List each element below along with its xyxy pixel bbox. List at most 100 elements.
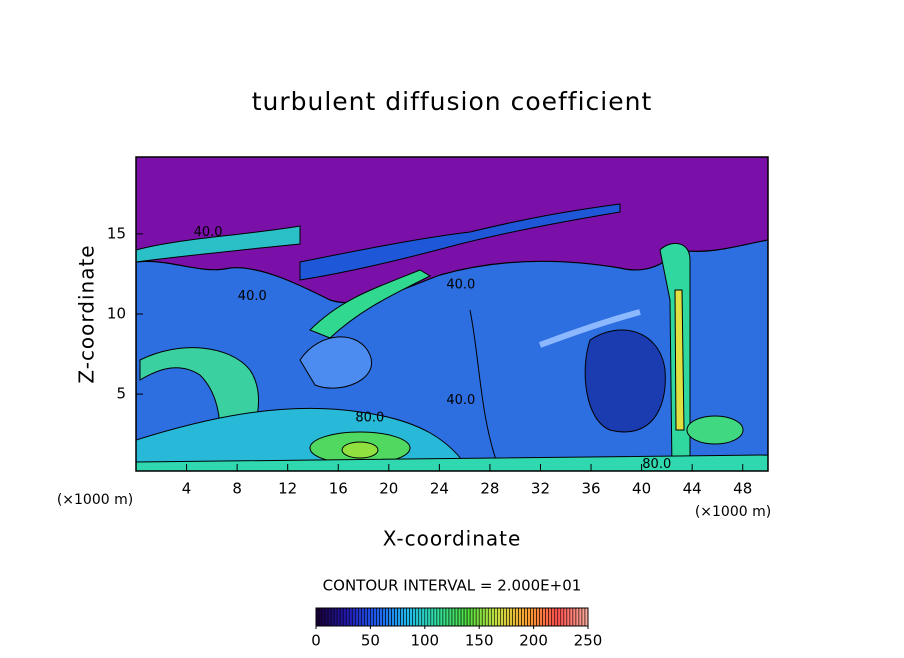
colorbar-stripe bbox=[566, 607, 571, 627]
colorbar-tick-label: 50 bbox=[361, 632, 380, 650]
colorbar-stripe bbox=[518, 607, 522, 627]
colorbar-stripe bbox=[336, 607, 341, 627]
colorbar-stripe bbox=[361, 607, 365, 627]
colorbar-stripe bbox=[551, 607, 556, 627]
colorbar-stripe bbox=[490, 607, 495, 627]
colorbar-tick-label: 200 bbox=[519, 632, 548, 650]
colorbar-stripe bbox=[324, 607, 329, 627]
colorbar-stripe bbox=[370, 607, 374, 627]
x-tick-label: 40 bbox=[632, 480, 651, 498]
colorbar-stripe bbox=[536, 607, 540, 627]
colorbar-stripe bbox=[500, 607, 504, 627]
colorbar-stripe bbox=[354, 607, 359, 627]
colorbar-stripe bbox=[512, 607, 516, 627]
colorbar-stripe bbox=[466, 607, 471, 627]
colorbar-stripe bbox=[333, 607, 338, 627]
colorbar-stripe bbox=[345, 607, 350, 627]
x-tick-label: 20 bbox=[379, 480, 398, 498]
y-tick-label: 5 bbox=[116, 385, 126, 403]
colorbar-stripe bbox=[487, 607, 492, 627]
colorbar-stripe bbox=[563, 607, 568, 627]
colorbar-stripe bbox=[451, 607, 456, 627]
colorbar-stripe bbox=[554, 607, 559, 627]
colorbar-frame bbox=[315, 607, 589, 627]
colorbar-stripe bbox=[460, 607, 465, 627]
colorbar-stripe bbox=[348, 607, 353, 627]
colorbar-stripe bbox=[330, 607, 335, 627]
contour-label: 80.0 bbox=[355, 411, 384, 426]
colorbar-stripe bbox=[463, 607, 468, 627]
colorbar-stripe bbox=[339, 607, 344, 627]
colorbar-stripe bbox=[427, 607, 432, 627]
colorbar-stripe bbox=[385, 607, 389, 627]
field bbox=[136, 157, 768, 471]
colorbar-stripe bbox=[575, 607, 580, 627]
colorbar-stripe bbox=[397, 607, 401, 627]
colorbar-stripe bbox=[445, 607, 450, 627]
colorbar-stripe bbox=[415, 607, 420, 627]
colorbar-stripe bbox=[454, 607, 459, 627]
x-tick-label: 48 bbox=[733, 480, 752, 498]
colorbar-stripe bbox=[373, 607, 377, 627]
colorbar-stripe bbox=[548, 607, 553, 627]
colorbar-stripe bbox=[530, 607, 534, 627]
contour-label: 40.0 bbox=[194, 225, 223, 240]
colorbar-stripe bbox=[524, 607, 528, 627]
colorbar-stripe bbox=[351, 607, 356, 627]
colorbar-stripe bbox=[318, 607, 323, 627]
colorbar-tick-label: 0 bbox=[311, 632, 321, 650]
colorbar-stripe bbox=[560, 607, 565, 627]
colorbar-stripe bbox=[418, 607, 423, 627]
colorbar-stripe bbox=[497, 607, 501, 627]
colorbar-stripe bbox=[542, 607, 546, 627]
colorbar-stripe bbox=[442, 607, 447, 627]
colorbar-stripe bbox=[321, 607, 326, 627]
colorbar-stripe bbox=[578, 607, 583, 627]
colorbar-stripe bbox=[388, 607, 392, 627]
y-axis-label: Z-coordinate bbox=[75, 244, 99, 383]
chart-title: turbulent diffusion coefficient bbox=[252, 87, 653, 116]
colorbar-tick-label: 100 bbox=[410, 632, 439, 650]
x-tick-label: 28 bbox=[480, 480, 499, 498]
colorbar-stripe bbox=[484, 607, 489, 627]
colorbar-stripe bbox=[342, 607, 347, 627]
colorbar-stripe bbox=[421, 607, 426, 627]
contour-label: 40.0 bbox=[446, 393, 475, 408]
y-tick-label: 10 bbox=[107, 305, 126, 323]
colorbar-stripe bbox=[506, 607, 510, 627]
colorbar-stripe bbox=[521, 607, 525, 627]
colorbar-tick-label: 250 bbox=[574, 632, 603, 650]
x-tick-label: 4 bbox=[182, 480, 192, 498]
colorbar-stripe bbox=[472, 607, 477, 627]
x-tick-label: 36 bbox=[581, 480, 600, 498]
colorbar-stripe bbox=[403, 607, 407, 627]
x-unit-label: (×1000 m) bbox=[57, 492, 133, 508]
x-tick-label: 12 bbox=[278, 480, 297, 498]
contour-label: 80.0 bbox=[642, 457, 671, 472]
colorbar-stripe bbox=[412, 607, 417, 627]
colorbar-stripe bbox=[327, 607, 332, 627]
colorbar-stripe bbox=[545, 607, 550, 627]
colorbar-stripe bbox=[557, 607, 562, 627]
colorbar-stripe bbox=[382, 607, 386, 627]
contour-label: 40.0 bbox=[238, 289, 267, 304]
colorbar-stripe bbox=[424, 607, 429, 627]
colorbar-stripe bbox=[364, 607, 368, 627]
colorbar-stripe bbox=[394, 607, 398, 627]
colorbar-stripe bbox=[494, 607, 498, 627]
colorbar-stripe bbox=[515, 607, 519, 627]
colorbar-stripe bbox=[430, 607, 435, 627]
x-tick-label: 16 bbox=[329, 480, 348, 498]
colorbar-stripe bbox=[527, 607, 531, 627]
colorbar-stripe bbox=[478, 607, 483, 627]
colorbar-stripe bbox=[379, 607, 383, 627]
colorbar-stripe bbox=[581, 607, 586, 627]
colorbar-stripe bbox=[409, 607, 414, 627]
colorbar-stripe bbox=[439, 607, 444, 627]
y-tick-label: 15 bbox=[107, 224, 126, 242]
x-unit-label: (×1000 m) bbox=[695, 504, 771, 520]
colorbar-stripe bbox=[469, 607, 474, 627]
colorbar-tick-label: 150 bbox=[465, 632, 494, 650]
colorbar-stripe bbox=[433, 607, 438, 627]
